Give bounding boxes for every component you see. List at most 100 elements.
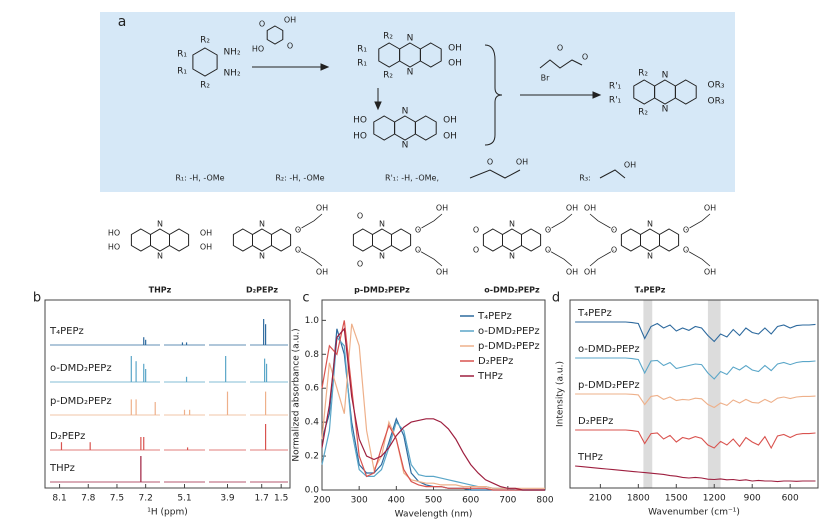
atom-label: N — [259, 252, 265, 261]
compound-name: T₄PEPz — [635, 286, 666, 295]
atom-label: OH — [566, 204, 578, 213]
atom-label: O — [611, 226, 617, 235]
atom-label: O — [259, 20, 265, 29]
atom-label: OH — [436, 268, 448, 277]
atom-label: HO — [108, 229, 120, 238]
atom-label: Br — [541, 74, 550, 83]
arrow-head — [374, 101, 382, 111]
atom-label: NH₂ — [223, 48, 241, 58]
highlight-band — [643, 300, 653, 488]
atom-label: N — [379, 252, 385, 261]
x-tick-label: 300 — [351, 496, 368, 506]
atom-label: OH — [584, 268, 596, 277]
ring — [674, 79, 697, 105]
spectrum — [575, 321, 816, 343]
atom-label: R₁ — [177, 67, 187, 77]
atom-label: HO — [353, 132, 367, 142]
x-tick-label: 600 — [782, 494, 799, 504]
ring — [521, 228, 542, 252]
substituent-label: OH — [516, 158, 528, 167]
x-tick-label: 500 — [425, 496, 442, 506]
ring — [419, 42, 442, 68]
panel-label: b — [33, 291, 41, 306]
atom-label: N — [662, 71, 669, 81]
ring — [502, 228, 522, 252]
legend-label: T₄PEPz — [477, 311, 512, 322]
legend-label: THPz — [477, 371, 503, 382]
x-tick-label: 1800 — [627, 494, 650, 504]
ring — [271, 228, 292, 252]
series-label: o-DMD₂PEPz — [50, 363, 112, 374]
line-series — [321, 328, 545, 491]
ring — [372, 228, 392, 252]
atom-label: OH — [436, 204, 448, 213]
ring — [192, 47, 218, 77]
side-chain — [599, 169, 626, 179]
atom-label: O — [611, 246, 617, 255]
y-tick-label: 0.0 — [305, 486, 320, 496]
plot-frame — [44, 299, 291, 489]
line-series — [321, 320, 545, 491]
x-axis-label: Wavelength (nm) — [395, 510, 473, 520]
atom-label: N — [402, 141, 409, 151]
atom-label: NH₂ — [223, 69, 241, 79]
atom-label: N — [407, 34, 414, 44]
atom-label: O — [545, 246, 551, 255]
atom-label: N — [509, 252, 515, 261]
legend-label: p-DMD₂PEPz — [478, 341, 540, 352]
atom-label: R₂ — [383, 32, 393, 42]
atom-label: N — [157, 252, 163, 261]
series-label: THPz — [577, 452, 603, 463]
ring — [352, 228, 373, 252]
series-label: T₄PEPz — [577, 308, 612, 319]
atom-label: O — [545, 226, 551, 235]
panel-label: a — [118, 14, 127, 30]
atom-label: N — [379, 220, 385, 229]
scheme-background — [100, 12, 735, 192]
y-tick-label: 0.6 — [305, 384, 320, 394]
substituent-label: R₁: -H, -OMe — [175, 174, 224, 183]
substituent-label: OH — [624, 161, 636, 170]
atom-label: N — [157, 220, 163, 229]
ring — [130, 228, 151, 252]
y-tick-label: 1.0 — [305, 316, 320, 326]
atom-label: OH — [284, 16, 296, 25]
series-label: T₄PEPz — [49, 326, 84, 337]
substituent-label: R₃: — [579, 174, 590, 183]
y-tick-label: 0.2 — [305, 452, 319, 462]
side-chain — [547, 249, 573, 267]
side-chain — [685, 249, 711, 267]
spectrum — [575, 429, 816, 450]
spectrum — [575, 357, 816, 380]
bracket — [484, 44, 503, 146]
atom-label: N — [259, 220, 265, 229]
legend-label: D₂PEPz — [478, 356, 513, 367]
atom-label: HO — [252, 45, 264, 54]
line-series — [321, 327, 545, 491]
atom-label: OH — [448, 59, 462, 69]
ring — [391, 228, 412, 252]
side-chain — [589, 213, 615, 231]
x-tick-label: 5.1 — [177, 494, 191, 504]
atom-label: O — [415, 226, 421, 235]
atom-label: O — [357, 260, 363, 269]
atom-label: HO — [108, 243, 120, 252]
atom-label: R₂ — [638, 108, 648, 118]
x-tick-label: 2100 — [589, 494, 612, 504]
panel-label: c — [302, 291, 309, 306]
x-tick-label: 400 — [388, 496, 405, 506]
arrow-head — [320, 63, 330, 71]
atom-label: O — [683, 226, 689, 235]
substituent-label: R₂: -H, -OMe — [275, 174, 324, 183]
scheme-arrows — [252, 44, 626, 179]
atom-label: O — [473, 246, 479, 255]
x-tick-label: 200 — [313, 496, 330, 506]
atom-label: OH — [316, 268, 328, 277]
atom-label: O — [295, 226, 301, 235]
ring — [266, 25, 284, 45]
compound-name: p-DMD₂PEPz — [354, 286, 410, 295]
x-tick-label: 7.2 — [138, 494, 152, 504]
x-axis-label: ¹H (ppm) — [147, 508, 187, 518]
x-tick-label: 800 — [536, 496, 553, 506]
